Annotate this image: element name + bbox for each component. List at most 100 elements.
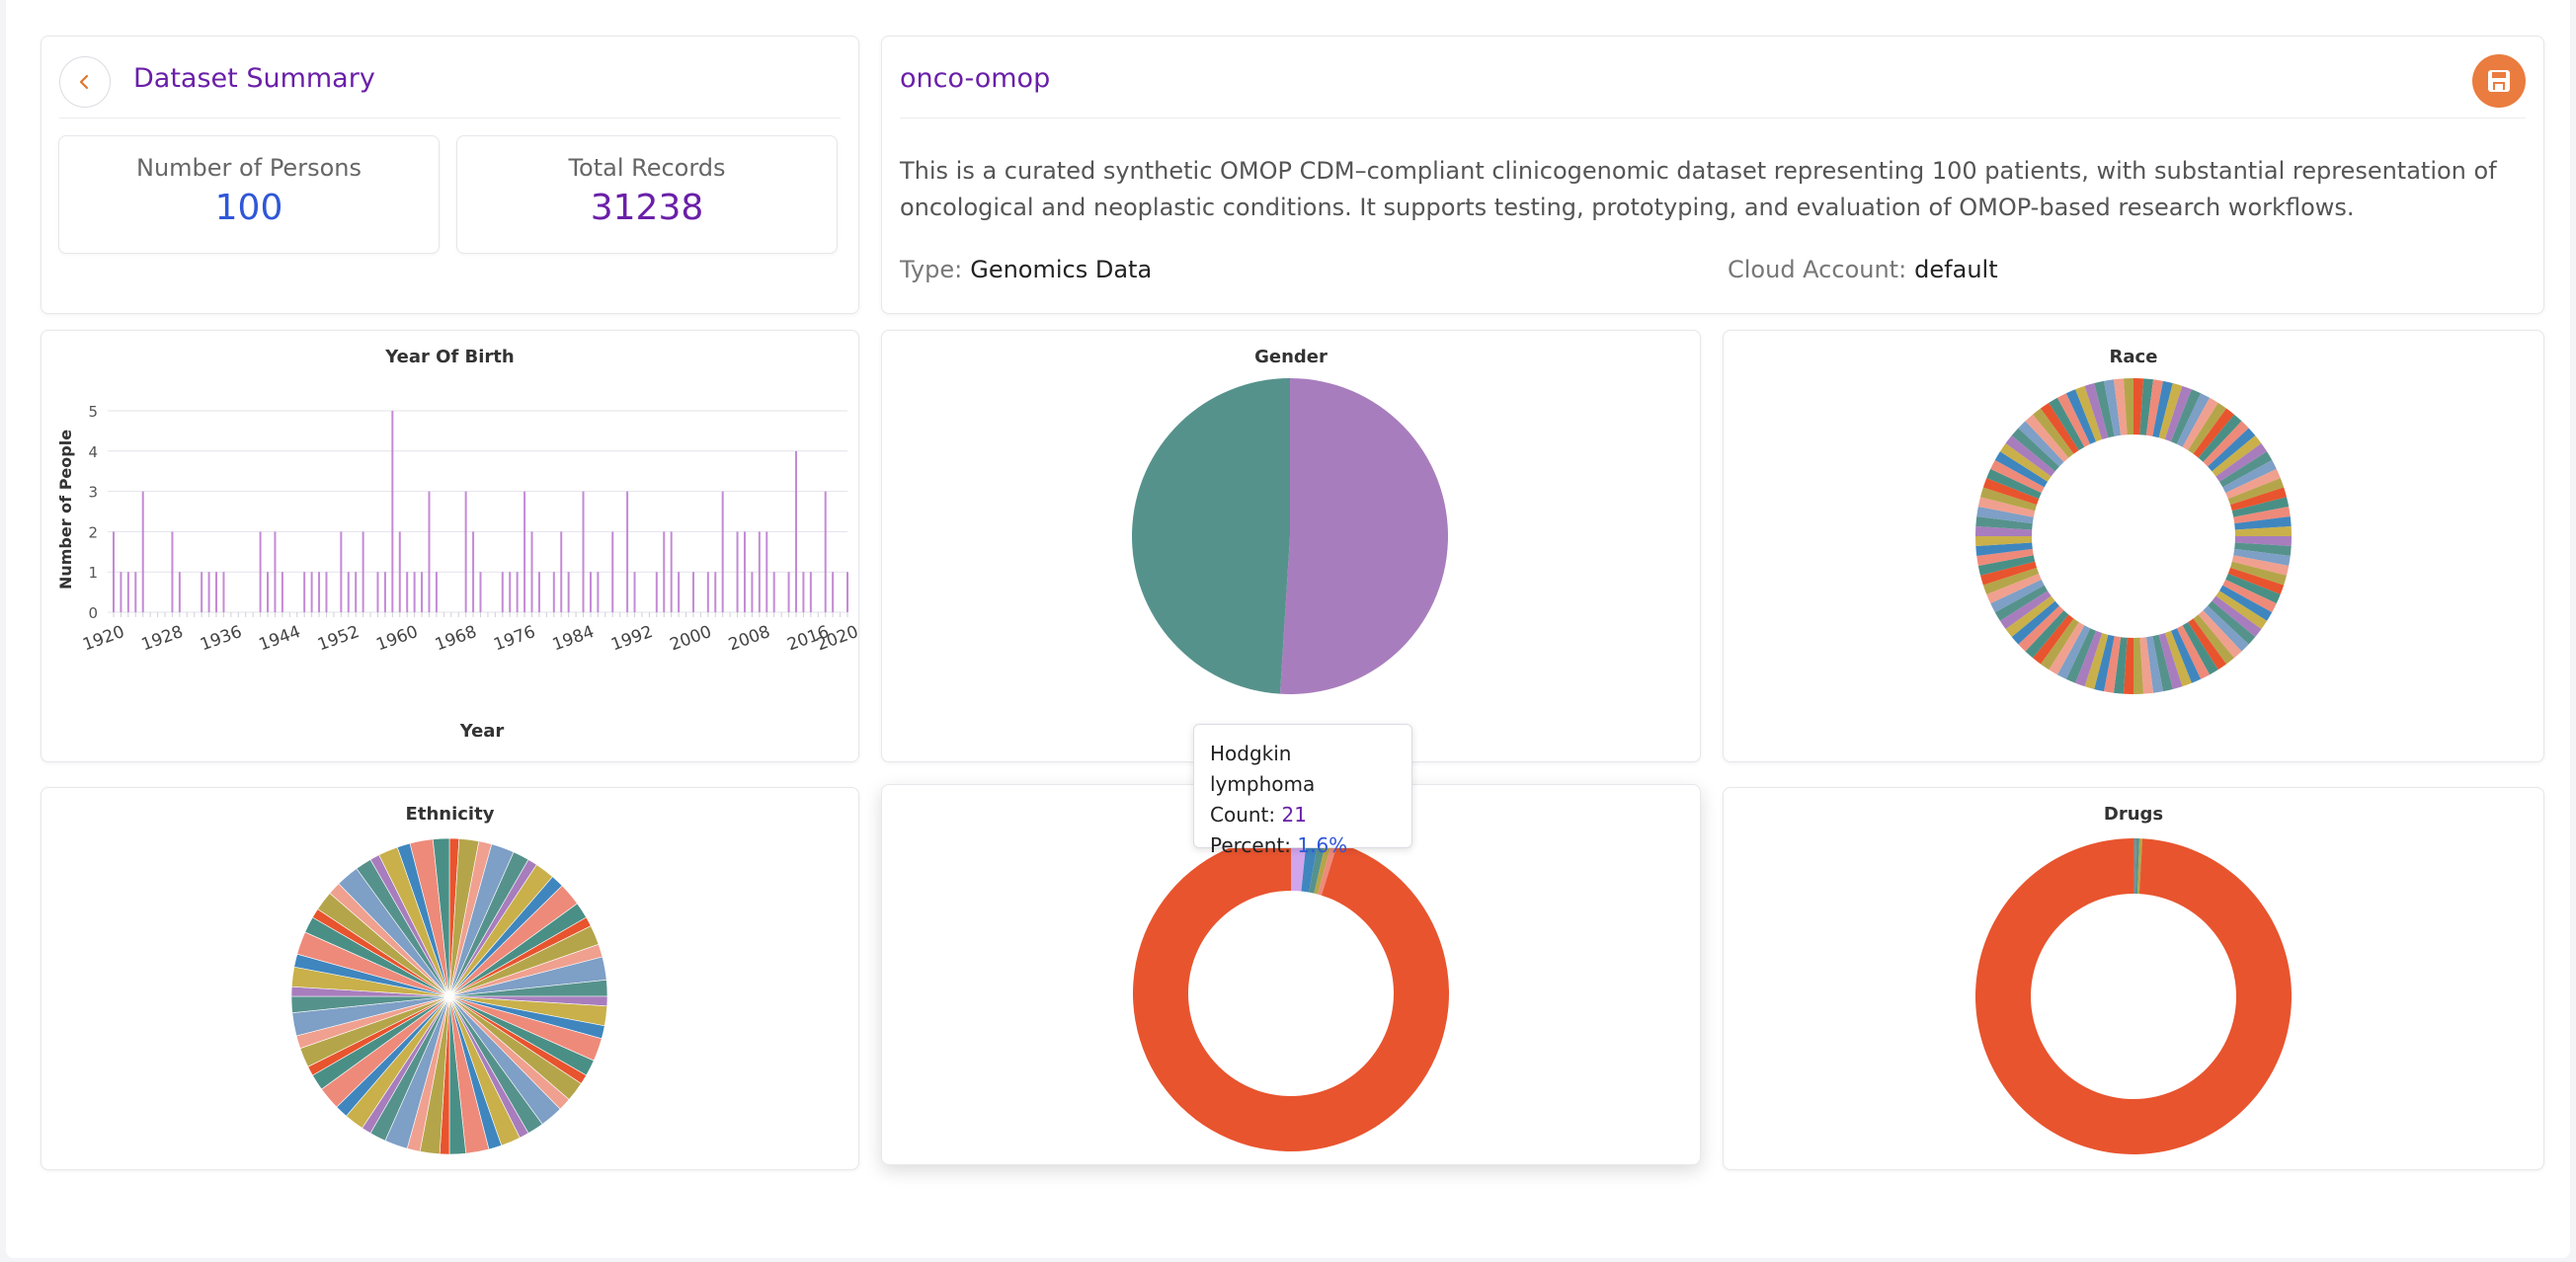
pie-slice[interactable] xyxy=(2215,442,2268,482)
pie-slice[interactable] xyxy=(2234,542,2292,557)
pie-slice[interactable] xyxy=(2075,385,2103,442)
pie-slice[interactable] xyxy=(2188,618,2227,670)
pie-slice[interactable] xyxy=(2113,378,2128,435)
pie-slice[interactable] xyxy=(2113,637,2128,694)
pie-slice[interactable] xyxy=(2049,621,2085,675)
pie-slice[interactable] xyxy=(1990,459,2045,494)
back-button[interactable] xyxy=(59,56,111,108)
pie-slice[interactable] xyxy=(2075,630,2103,687)
pie-slice[interactable] xyxy=(2049,397,2085,451)
pie-slice[interactable] xyxy=(1980,487,2038,512)
pie-slice[interactable] xyxy=(1976,548,2034,566)
pie-slice[interactable] xyxy=(2033,408,2074,458)
pie-slice[interactable] xyxy=(1974,838,2292,1154)
pie-slice[interactable] xyxy=(1318,840,1338,896)
pie-slice[interactable] xyxy=(2084,632,2109,689)
pie-slice[interactable] xyxy=(1982,567,2040,594)
pie-slice[interactable] xyxy=(2229,487,2287,512)
pie-slice[interactable] xyxy=(2025,610,2069,659)
pie-slice[interactable] xyxy=(2231,555,2290,576)
pie-slice[interactable] xyxy=(2134,838,2140,895)
pie-slice[interactable] xyxy=(2133,378,2144,435)
pie-slice[interactable] xyxy=(2218,585,2273,621)
pie-slice[interactable] xyxy=(2188,402,2227,454)
pie-slice[interactable] xyxy=(2193,408,2234,458)
pie-slice[interactable] xyxy=(2193,614,2234,665)
pie-slice[interactable] xyxy=(2234,515,2292,530)
pie-slice[interactable] xyxy=(1977,497,2036,517)
pie-slice[interactable] xyxy=(1986,468,2042,500)
pie-slice[interactable] xyxy=(2065,389,2097,444)
pie-slice[interactable] xyxy=(2234,536,2292,547)
pie-slice[interactable] xyxy=(2005,595,2055,637)
pie-slice[interactable] xyxy=(1291,835,1308,892)
pie-slice[interactable] xyxy=(2208,600,2256,645)
pie-slice[interactable] xyxy=(2033,614,2074,665)
pie-slice[interactable] xyxy=(2170,389,2202,444)
pie-slice[interactable] xyxy=(2158,632,2183,689)
pie-slice[interactable] xyxy=(1131,378,1290,694)
pie-slice[interactable] xyxy=(2133,637,2144,694)
pie-slice[interactable] xyxy=(1133,835,1449,1151)
pie-slice[interactable] xyxy=(2139,637,2154,694)
pie-slice[interactable] xyxy=(2225,573,2281,604)
pie-slice[interactable] xyxy=(2056,625,2091,679)
pie-slice[interactable] xyxy=(2233,507,2291,524)
pie-slice[interactable] xyxy=(2018,605,2064,652)
pie-slice[interactable] xyxy=(2133,838,2137,895)
pie-slice[interactable] xyxy=(2182,397,2218,451)
pie-slice[interactable] xyxy=(1975,536,2033,547)
pie-slice[interactable] xyxy=(1314,839,1332,895)
pie-slice[interactable] xyxy=(2145,379,2163,436)
pie-slice[interactable] xyxy=(1994,585,2049,621)
pie-slice[interactable] xyxy=(1976,507,2034,524)
pie-slice[interactable] xyxy=(2203,421,2249,467)
pie-slice[interactable] xyxy=(1309,837,1327,894)
pie-slice[interactable] xyxy=(1301,835,1320,893)
pie-slice[interactable] xyxy=(2094,634,2115,692)
pie-slice[interactable] xyxy=(2222,459,2277,494)
pie-slice[interactable] xyxy=(2056,393,2091,447)
pie-slice[interactable] xyxy=(2158,383,2183,440)
pie-slice[interactable] xyxy=(2123,637,2133,694)
pie-slice[interactable] xyxy=(2104,636,2122,693)
pie-slice[interactable] xyxy=(2212,595,2262,637)
save-button[interactable] xyxy=(2472,54,2526,108)
conditions-chart[interactable] xyxy=(882,785,1700,1164)
pie-slice[interactable] xyxy=(1986,573,2042,604)
pie-slice[interactable] xyxy=(2182,621,2218,675)
pie-slice[interactable] xyxy=(2094,380,2115,438)
pie-slice[interactable] xyxy=(2208,428,2256,472)
pie-slice[interactable] xyxy=(2025,414,2069,462)
pie-slice[interactable] xyxy=(432,837,450,997)
pie-slice[interactable] xyxy=(2152,634,2173,692)
pie-slice[interactable] xyxy=(2011,428,2059,472)
pie-slice[interactable] xyxy=(1994,451,2049,488)
pie-slice[interactable] xyxy=(2136,838,2143,895)
pie-slice[interactable] xyxy=(2198,414,2242,462)
pie-slice[interactable] xyxy=(1977,555,2036,576)
pie-slice[interactable] xyxy=(2170,628,2202,683)
pie-slice[interactable] xyxy=(2215,591,2268,630)
pie-slice[interactable] xyxy=(2005,435,2055,477)
pie-slice[interactable] xyxy=(2233,548,2291,566)
pie-slice[interactable] xyxy=(2231,497,2290,517)
pie-slice[interactable] xyxy=(2222,579,2277,613)
pie-slice[interactable] xyxy=(2123,378,2133,435)
pie-slice[interactable] xyxy=(2227,478,2285,506)
pie-slice[interactable] xyxy=(2104,379,2122,436)
pie-slice[interactable] xyxy=(2227,567,2285,594)
pie-slice[interactable] xyxy=(2011,600,2059,645)
pie-slice[interactable] xyxy=(1999,591,2052,630)
pie-slice[interactable] xyxy=(1999,442,2052,482)
pie-slice[interactable] xyxy=(2040,618,2079,670)
pie-slice[interactable] xyxy=(2234,525,2292,536)
pie-slice[interactable] xyxy=(2176,625,2211,679)
pie-slice[interactable] xyxy=(2164,385,2192,442)
pie-slice[interactable] xyxy=(2225,468,2281,500)
pie-slice[interactable] xyxy=(1980,561,2038,586)
pie-slice[interactable] xyxy=(2040,402,2079,454)
pie-slice[interactable] xyxy=(1975,515,2033,530)
pie-slice[interactable] xyxy=(2152,380,2173,438)
pie-slice[interactable] xyxy=(2176,393,2211,447)
